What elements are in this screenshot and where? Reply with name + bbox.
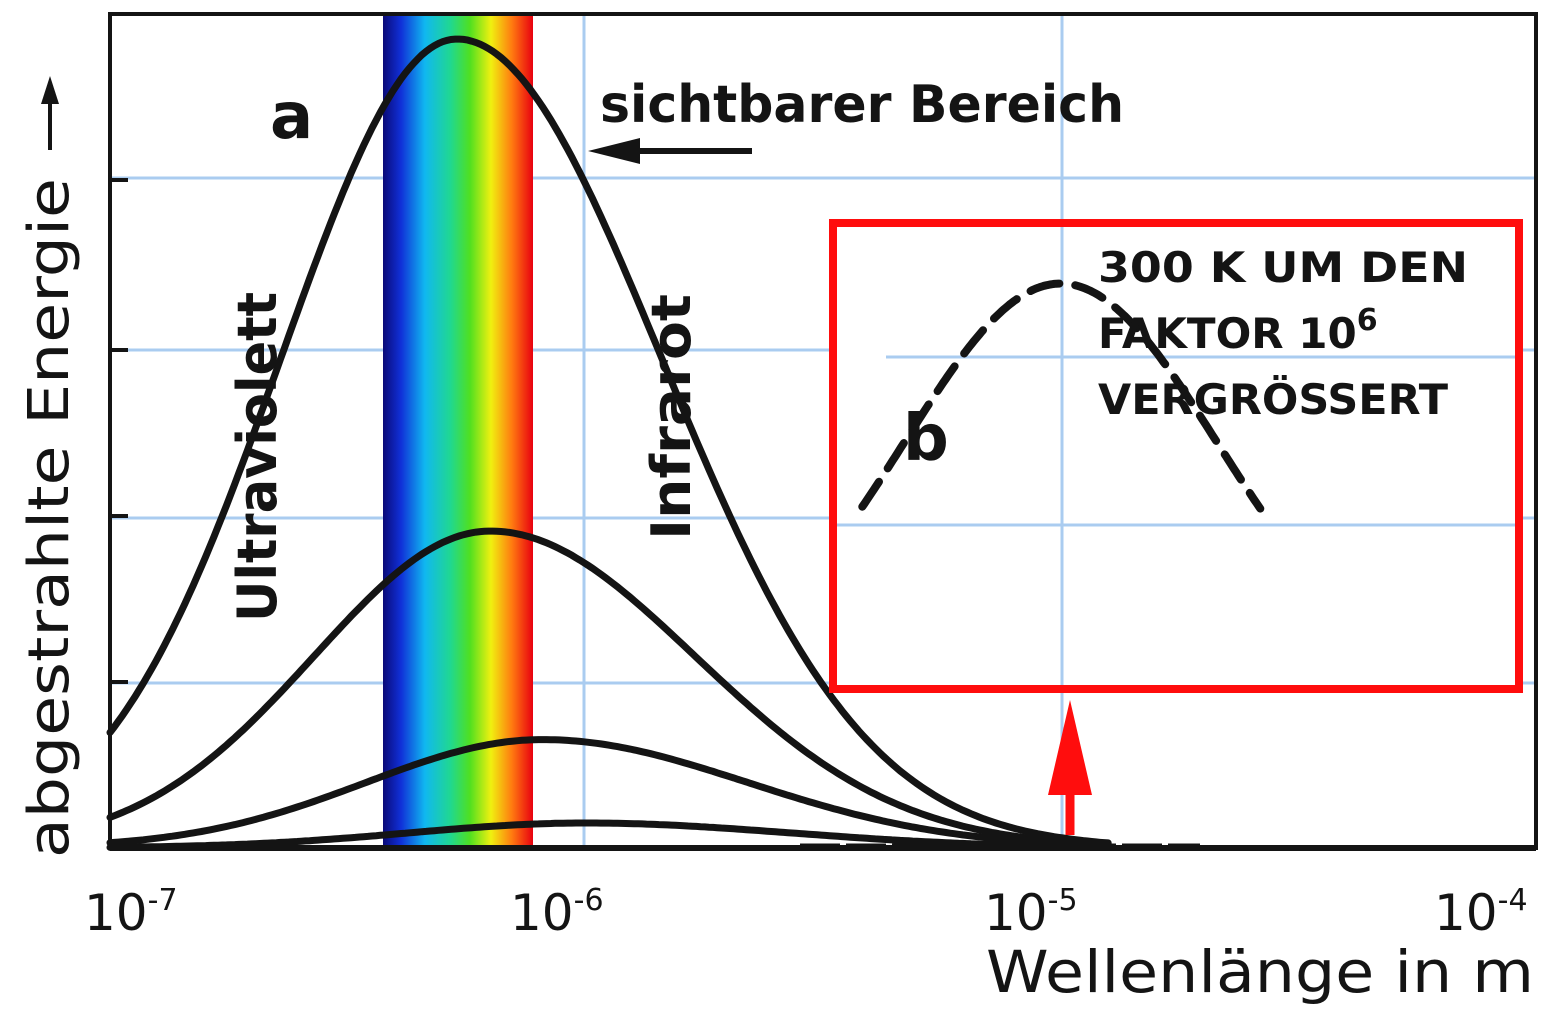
series-curve-2 <box>106 527 1112 849</box>
x-tick-label: 10-7 <box>84 883 178 942</box>
series-curve-3 <box>106 736 1112 850</box>
series-300-k-dashed- <box>858 279 1265 513</box>
x-tick-label: 10-6 <box>510 883 604 942</box>
x-tick-labels: 10-7 10-6 10-5 10-4 <box>84 883 1528 942</box>
x-tick-exponent: -7 <box>148 883 178 918</box>
x-tick-base: 10 <box>1434 884 1498 942</box>
zoom-arrow-head <box>1048 700 1092 795</box>
x-tick-base: 10 <box>84 884 148 942</box>
y-axis-arrow <box>41 76 59 150</box>
x-tick-label: 10-5 <box>984 883 1078 942</box>
visible-range-arrow <box>588 138 752 164</box>
x-tick-label: 10-4 <box>1434 883 1528 942</box>
x-tick-exponent: -4 <box>1498 883 1528 918</box>
visible-range-label: sichtbarer Bereich <box>600 75 1124 135</box>
visible-spectrum-band <box>383 14 533 848</box>
series-curve-4 <box>106 819 1112 851</box>
panel-b-label: b <box>903 402 949 476</box>
x-tick-exponent: -5 <box>1048 883 1078 918</box>
zoom-arrow <box>1048 700 1092 835</box>
x-axis-label: Wellenlänge in m <box>986 938 1534 1006</box>
visible-range-arrow-head <box>588 138 640 164</box>
panel-b-curves <box>858 279 1265 513</box>
inset-caption-line-1: 300 K UM DEN <box>1098 243 1468 292</box>
inset-grid <box>833 223 1519 689</box>
y-ticks <box>110 178 128 684</box>
inset-caption-line-3: VERGRÖSSERT <box>1098 374 1448 424</box>
x-tick-exponent: -6 <box>574 883 604 918</box>
inset-background <box>833 223 1519 689</box>
x-tick-base: 10 <box>984 884 1048 942</box>
inset-caption-factor: FAKTOR 10 <box>1098 309 1357 358</box>
panel-a-label: a <box>270 80 313 154</box>
inset-caption: 300 K UM DEN FAKTOR 106 VERGRÖSSERT <box>1098 243 1468 424</box>
inset-frame <box>829 219 1523 693</box>
ultraviolet-label: Ultraviolett <box>226 292 289 622</box>
inset-caption-line-2: FAKTOR 106 <box>1098 303 1378 358</box>
y-axis-arrow-head <box>41 76 59 104</box>
infrared-label: Infrarot <box>640 294 703 540</box>
inset-caption-exponent: 6 <box>1357 303 1378 338</box>
y-axis-label: abgestrahlte Energie <box>17 178 82 858</box>
x-tick-base: 10 <box>510 884 574 942</box>
series-curve-1 <box>106 35 1112 847</box>
